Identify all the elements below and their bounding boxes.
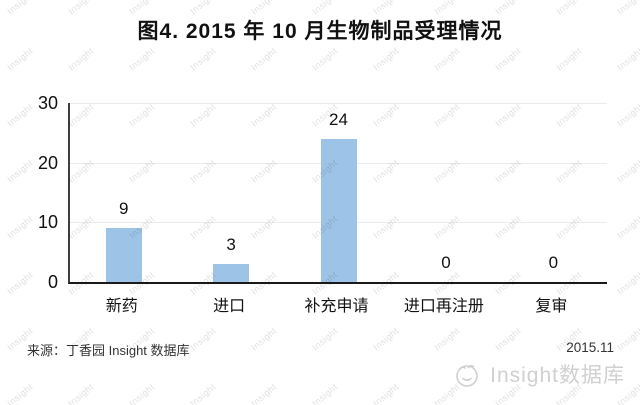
watermark-text: Insight <box>188 0 218 17</box>
watermark-text: Insight <box>493 0 523 17</box>
watermark-text: Insight <box>371 325 401 353</box>
y-axis-tick-label: 10 <box>37 212 58 233</box>
date-text: 2015.11 <box>566 340 614 355</box>
watermark-text: Insight <box>615 101 640 129</box>
bar <box>213 264 250 282</box>
watermark-text: Insight <box>127 45 157 73</box>
source-text: 来源：丁香园 Insight 数据库 <box>27 343 190 358</box>
insight-face-logo-icon <box>456 364 478 387</box>
watermark-text: Insight <box>371 0 401 17</box>
watermark-text: Insight <box>249 381 279 405</box>
brand-watermark-text: Insight数据库 <box>490 364 625 387</box>
watermark-text: Insight <box>371 45 401 73</box>
bar-group: 3 <box>177 103 284 282</box>
bar-value-label: 9 <box>118 199 129 219</box>
y-axis-tick-label: 20 <box>37 152 58 173</box>
watermark-text: Insight <box>554 45 584 73</box>
watermark-text: Insight <box>188 45 218 73</box>
watermark-text: Insight <box>615 325 640 353</box>
watermark-text: Insight <box>249 325 279 353</box>
watermark-text: Insight <box>554 0 584 17</box>
watermark-text: Insight <box>249 45 279 73</box>
x-axis-category-label: 进口再注册 <box>403 298 484 315</box>
bar-group: 0 <box>500 103 607 282</box>
watermark-text: Insight <box>5 381 35 405</box>
y-axis-tick-label: 30 <box>37 93 58 113</box>
x-axis-category-label: 复审 <box>535 298 568 315</box>
watermark-text: Insight <box>310 381 340 405</box>
bar-value-label: 0 <box>441 253 451 272</box>
x-axis-category-label: 补充申请 <box>304 298 369 315</box>
brand-watermark: Insight数据库 <box>452 359 625 389</box>
watermark-text: Insight <box>310 0 340 17</box>
bar-value-label: 3 <box>226 235 236 255</box>
watermark-text: Insight <box>615 157 640 185</box>
watermark-text: Insight <box>432 0 462 17</box>
watermark-text: Insight <box>127 0 157 17</box>
watermark-text: Insight <box>66 0 96 17</box>
y-axis-tick-label: 0 <box>47 272 58 292</box>
watermark-text: Insight <box>249 0 279 17</box>
gridline <box>70 103 607 104</box>
bar <box>105 228 142 282</box>
watermark-text: Insight <box>127 381 157 405</box>
watermark-text: Insight <box>432 325 462 353</box>
watermark-text: Insight <box>615 269 640 297</box>
watermark-text: Insight <box>432 45 462 73</box>
watermark-text: Insight <box>615 213 640 241</box>
watermark-text: Insight <box>188 381 218 405</box>
x-axis-category-label: 新药 <box>105 298 138 315</box>
watermark-text: Insight <box>493 45 523 73</box>
bar-group: 0 <box>392 103 499 282</box>
bar-series: 9 3 24 0 0 <box>70 103 607 282</box>
watermark-text: Insight <box>66 381 96 405</box>
bar <box>320 138 357 282</box>
plot-area: 9 3 24 0 0 <box>68 103 607 284</box>
watermark-text: Insight <box>615 0 640 17</box>
bar-group: 9 <box>70 103 177 282</box>
watermark-text: Insight <box>310 325 340 353</box>
bar-value-label: 24 <box>329 109 348 129</box>
watermark-text: Insight <box>615 45 640 73</box>
watermark-text: Insight <box>493 325 523 353</box>
watermark-text: Insight <box>66 45 96 73</box>
watermark-text: Insight <box>5 45 35 73</box>
watermark-text: Insight <box>310 45 340 73</box>
watermark-text: Insight <box>371 381 401 405</box>
bar-value-label: 0 <box>548 253 559 272</box>
chart-title: 图4. 2015 年 10 月生物制品受理情况 <box>137 20 503 43</box>
x-axis-labels: 新药 进口 补充申请 进口再注册 复审 <box>68 292 605 316</box>
x-axis-category-label: 进口 <box>213 298 246 315</box>
bar-group: 24 <box>285 103 392 282</box>
watermark-text: Insight <box>5 0 35 17</box>
watermark-text: Insight <box>188 325 218 353</box>
